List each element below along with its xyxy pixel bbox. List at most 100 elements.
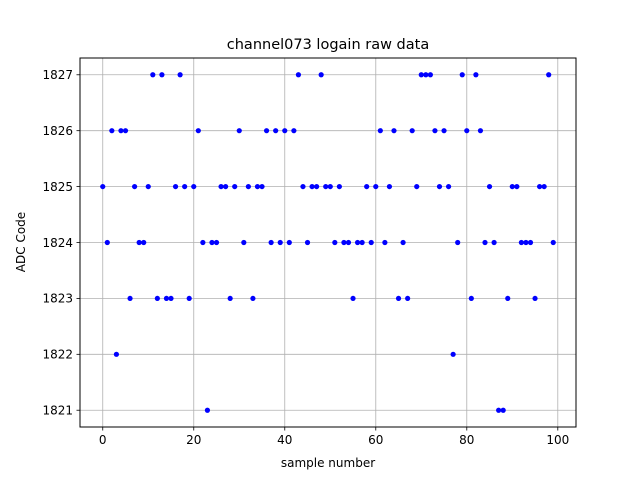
data-point [514,183,520,190]
x-axis-label: sample number [281,456,375,470]
data-point [113,351,120,357]
data-point [345,239,352,246]
x-tick-label: 40 [277,433,292,447]
data-point [518,239,524,246]
data-point [391,128,397,134]
data-point [436,183,443,190]
x-axis-ticks: 0 20 40 60 80 100 [99,427,569,447]
data-point [336,183,342,190]
x-tick-label: 100 [546,433,569,447]
data-point [482,239,488,246]
data-point [409,128,415,134]
data-point [245,183,251,190]
data-point [532,295,538,302]
data-point [291,128,297,134]
data-point [204,407,211,413]
data-point [295,72,302,78]
y-tick-label: 1821 [42,404,73,418]
data-point [286,239,292,246]
data-point [382,239,388,246]
data-point [550,239,556,246]
data-point [341,239,347,246]
data-point [527,239,534,246]
data-point [332,239,338,246]
data-point [254,183,261,190]
data-point [304,239,311,246]
y-tick-label: 1825 [42,180,73,194]
data-point [327,183,333,190]
data-point [468,295,474,302]
data-point [323,183,329,190]
data-point [177,72,183,78]
data-point [473,72,479,78]
data-point [373,183,379,190]
data-point [104,239,110,246]
data-point [309,183,315,190]
data-point [159,72,165,78]
data-point [546,72,552,78]
data-point [496,407,502,413]
y-tick-label: 1826 [42,124,73,138]
data-point [400,239,406,246]
data-point [509,183,515,190]
y-axis-label: ADC Code [14,212,28,272]
data-point [477,128,484,134]
data-point [191,183,197,190]
data-point [405,295,411,302]
data-point [127,295,133,302]
data-point [141,239,147,246]
data-point [145,183,151,190]
data-point [523,239,529,246]
x-tick-label: 0 [99,433,107,447]
data-point [459,72,465,78]
data-point [318,72,324,78]
data-point [200,239,206,246]
data-point [232,183,238,190]
data-point [168,295,174,302]
data-point [359,239,365,246]
data-point [172,183,179,190]
data-point [150,72,156,78]
data-point [236,128,242,134]
data-point [486,183,493,190]
data-point [182,183,188,190]
data-point [505,295,511,302]
data-point [536,183,543,190]
data-point [209,239,215,246]
y-axis-ticks: 1821 1822 1823 1824 1825 1826 1827 [42,68,80,418]
data-point [118,128,124,134]
data-point [364,183,370,190]
data-point [427,72,433,78]
data-point [277,239,283,246]
data-point [423,72,429,78]
data-point [195,128,201,134]
data-point [464,128,470,134]
data-point [300,183,306,190]
data-point [163,295,170,302]
data-point [377,128,383,134]
data-point [395,295,402,302]
data-point [314,183,320,190]
y-tick-label: 1822 [42,348,73,362]
data-point [386,183,393,190]
data-point [445,183,452,190]
data-point [186,295,192,302]
data-point [282,128,288,134]
data-point [450,351,456,357]
y-tick-label: 1827 [42,68,73,82]
data-point [122,128,129,134]
data-point [250,295,256,302]
data-point [354,239,361,246]
data-point [213,239,220,246]
data-point [432,128,438,134]
data-point [218,183,224,190]
data-point [132,183,138,190]
data-point [541,183,547,190]
data-point [368,239,374,246]
data-point [154,295,160,302]
data-point [455,239,461,246]
x-tick-label: 60 [368,433,383,447]
y-tick-label: 1823 [42,292,73,306]
